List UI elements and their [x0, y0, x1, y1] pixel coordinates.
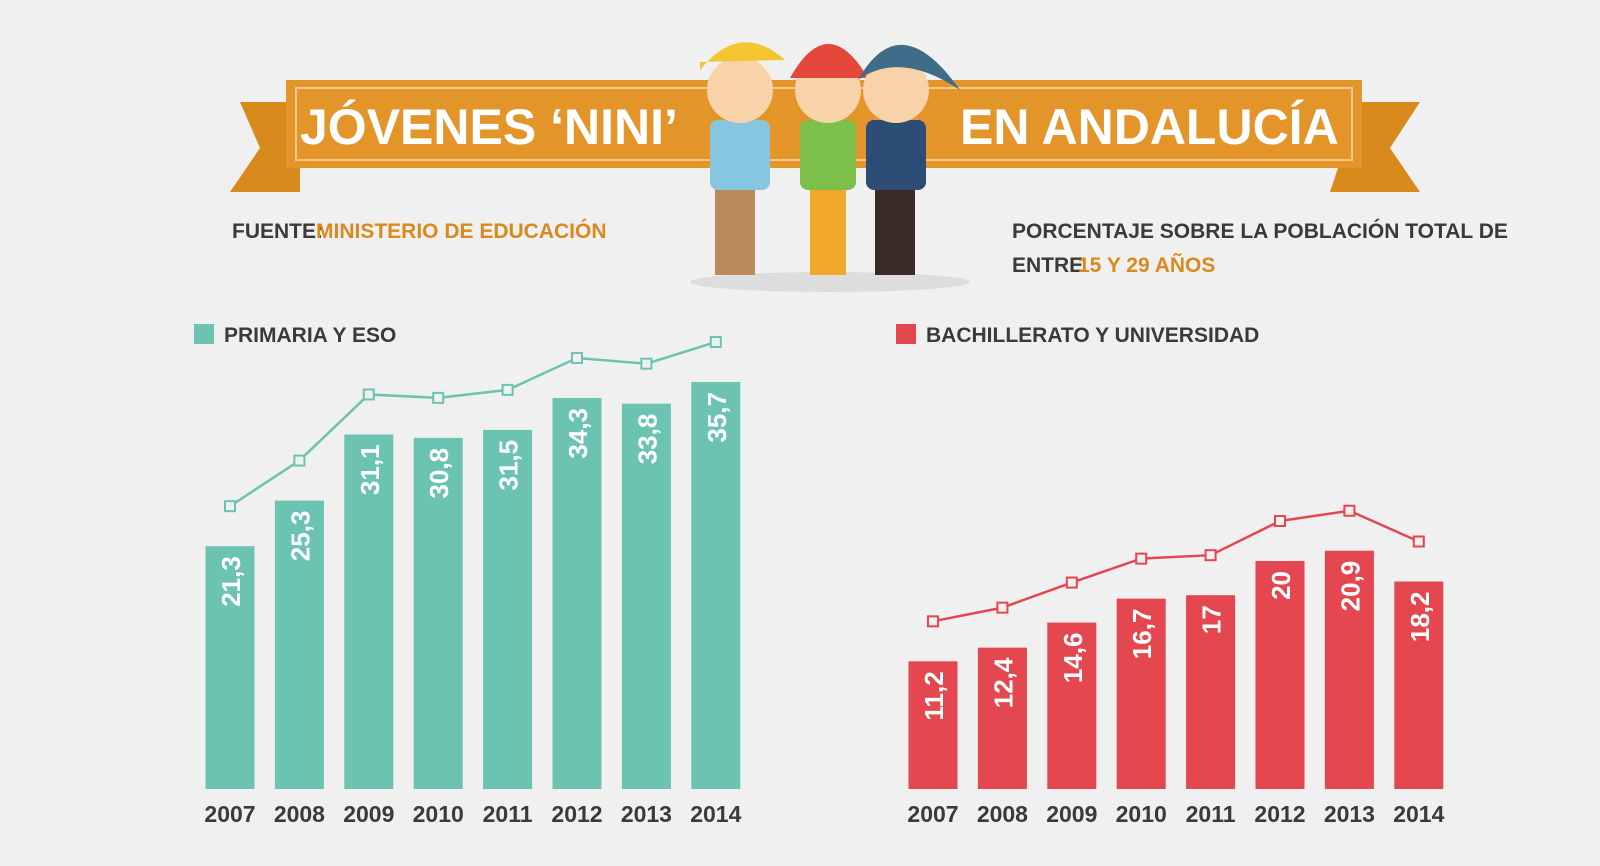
- value-label: 31,1: [355, 444, 385, 495]
- x-tick-label: 2014: [1393, 801, 1444, 827]
- x-tick-label: 2011: [1186, 801, 1236, 827]
- value-label: 11,2: [919, 671, 949, 720]
- x-tick-label: 2007: [204, 801, 255, 827]
- trend-marker: [640, 357, 653, 370]
- bar: [344, 434, 394, 789]
- bar: [977, 647, 1027, 789]
- x-tick-label: 2011: [483, 801, 533, 827]
- value-label: 30,8: [424, 448, 454, 499]
- bar: [1186, 595, 1236, 789]
- note-line1: PORCENTAJE SOBRE LA POBLACIÓN TOTAL DE: [1012, 219, 1508, 243]
- bar: [205, 546, 255, 789]
- trend-marker: [362, 388, 375, 401]
- x-tick-label: 2010: [1116, 801, 1167, 827]
- trend-marker: [927, 615, 939, 628]
- x-tick-label: 2009: [1046, 801, 1097, 827]
- bar: [1047, 622, 1097, 789]
- bar: [1324, 550, 1374, 789]
- value-label: 17: [1197, 605, 1227, 634]
- value-label: 31,5: [494, 440, 524, 491]
- value-label: 21,3: [216, 556, 246, 607]
- trend-marker: [224, 500, 236, 513]
- trend-marker: [571, 351, 583, 364]
- x-tick-label: 2009: [343, 801, 394, 827]
- trend-marker: [1135, 552, 1148, 565]
- bar: [1394, 581, 1444, 789]
- ribbon-tail: [230, 102, 300, 192]
- trend-marker: [1343, 504, 1356, 517]
- trend-marker: [501, 383, 514, 396]
- x-tick-label: 2012: [1254, 801, 1305, 827]
- trend-marker: [1065, 576, 1078, 589]
- value-label: 12,4: [988, 657, 1018, 708]
- value-label: 16,7: [1127, 609, 1157, 660]
- x-tick-label: 2013: [621, 801, 672, 827]
- legend-label: PRIMARIA Y ESO: [224, 324, 396, 347]
- value-label: 20: [1266, 571, 1296, 600]
- title-right: EN ANDALUCÍA: [960, 99, 1339, 155]
- value-label: 20,9: [1335, 561, 1365, 612]
- x-tick-label: 2007: [907, 801, 958, 827]
- characters: [690, 42, 970, 292]
- trend-marker: [432, 391, 445, 404]
- legend-label: BACHILLERATO Y UNIVERSIDAD: [926, 324, 1259, 347]
- x-tick-label: 2013: [1324, 801, 1375, 827]
- x-tick-label: 2014: [690, 801, 741, 827]
- x-tick-label: 2008: [274, 801, 325, 827]
- bar: [483, 429, 533, 789]
- x-tick-label: 2012: [551, 801, 602, 827]
- bar: [1255, 561, 1305, 789]
- trend-marker: [709, 336, 722, 349]
- title-left: JÓVENES ‘NINI’: [300, 99, 678, 155]
- bar: [413, 437, 463, 789]
- x-tick-label: 2008: [977, 801, 1028, 827]
- value-label: 34,3: [563, 408, 593, 459]
- bar: [274, 500, 324, 789]
- source-name: MINISTERIO DE EDUCACIÓN: [316, 219, 607, 243]
- note-prefix: ENTRE: [1012, 254, 1083, 277]
- bar: [1116, 598, 1166, 789]
- trend-marker: [1204, 549, 1217, 562]
- value-label: 35,7: [702, 392, 732, 443]
- value-label: 25,3: [285, 511, 315, 562]
- bar: [908, 661, 958, 789]
- value-label: 18,2: [1405, 592, 1435, 643]
- value-label: 14,6: [1058, 633, 1088, 684]
- note-highlight: 15 Y 29 AÑOS: [1078, 254, 1215, 277]
- source-label: FUENTE:: [232, 220, 323, 243]
- trend-marker: [1274, 515, 1286, 527]
- bar: [552, 397, 602, 789]
- legend-swatch: [896, 324, 916, 344]
- bar: [621, 403, 671, 789]
- trend-marker: [996, 601, 1009, 614]
- trend-line: [229, 340, 717, 508]
- legend-swatch: [194, 324, 214, 344]
- trend-marker: [1412, 535, 1425, 548]
- value-label: 33,8: [632, 414, 662, 465]
- trend-line: [932, 509, 1420, 623]
- trend-marker: [293, 454, 306, 467]
- x-tick-label: 2010: [413, 801, 464, 827]
- bar: [691, 382, 741, 789]
